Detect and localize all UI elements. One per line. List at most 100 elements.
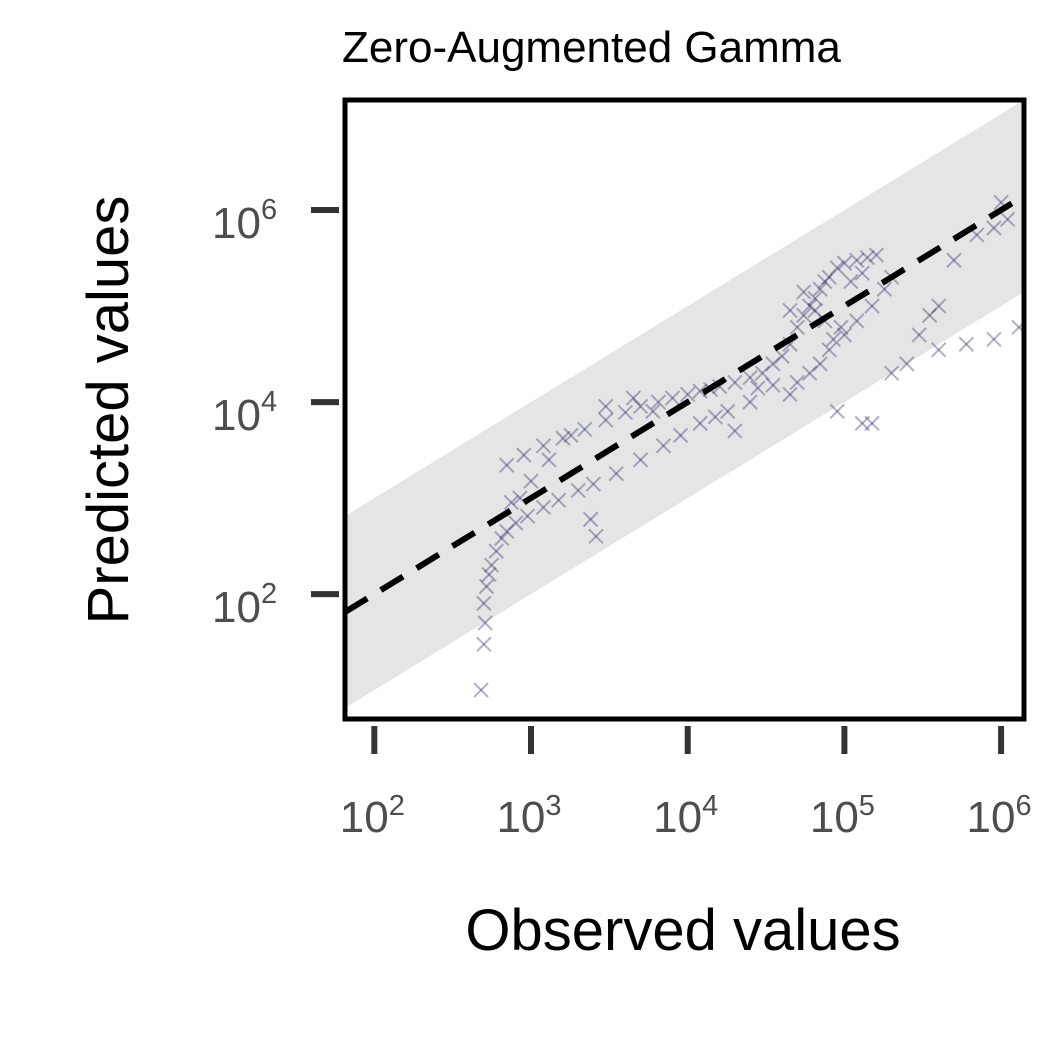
data-point bbox=[680, 386, 696, 403]
data-point bbox=[868, 247, 885, 263]
data-point bbox=[829, 403, 845, 420]
data-point bbox=[582, 511, 599, 528]
data-point bbox=[608, 465, 624, 482]
data-point bbox=[650, 394, 667, 410]
data-point bbox=[821, 269, 837, 285]
data-point bbox=[789, 319, 805, 336]
data-point bbox=[488, 543, 504, 559]
data-point bbox=[843, 273, 859, 290]
data-point bbox=[481, 566, 497, 583]
data-point bbox=[473, 682, 489, 698]
data-point bbox=[516, 447, 532, 463]
data-point bbox=[750, 380, 766, 396]
data-point bbox=[692, 383, 708, 399]
data-point bbox=[849, 313, 865, 329]
chart-title: Zero-Augmented Gamma bbox=[342, 23, 841, 72]
data-point bbox=[585, 476, 602, 492]
x-tick-label: 102 bbox=[340, 790, 405, 842]
data-point bbox=[829, 260, 845, 276]
x-axis-ticks: 102 103 104 105 106 bbox=[340, 726, 1032, 842]
data-point bbox=[931, 342, 947, 358]
data-point bbox=[535, 438, 552, 454]
data-point bbox=[742, 369, 758, 386]
data-point bbox=[550, 492, 567, 508]
y-tick-label: 106 bbox=[212, 194, 277, 248]
data-point bbox=[598, 412, 614, 428]
data-point bbox=[727, 374, 743, 391]
x-tick-label: 106 bbox=[967, 790, 1032, 842]
data-point bbox=[821, 342, 837, 358]
data-point bbox=[864, 298, 880, 314]
x-tick-label: 104 bbox=[653, 790, 718, 842]
data-point bbox=[883, 365, 900, 381]
y-tick-label: 104 bbox=[212, 386, 277, 440]
data-point bbox=[499, 523, 515, 540]
data-point bbox=[707, 409, 724, 425]
data-point bbox=[801, 298, 818, 314]
data-point bbox=[986, 220, 1002, 236]
data-point bbox=[535, 499, 552, 516]
data-point bbox=[836, 327, 853, 343]
data-point bbox=[931, 298, 947, 314]
data-point bbox=[519, 508, 536, 524]
data-point bbox=[796, 307, 812, 324]
data-point bbox=[765, 356, 781, 372]
data-point bbox=[849, 252, 865, 268]
data-point bbox=[499, 457, 515, 473]
data-point bbox=[789, 374, 805, 391]
data-point bbox=[754, 365, 771, 381]
data-point bbox=[812, 281, 828, 297]
data-point bbox=[999, 211, 1016, 228]
data-point bbox=[859, 249, 876, 266]
data-point bbox=[672, 427, 689, 444]
data-point bbox=[555, 430, 571, 446]
data-point bbox=[493, 530, 510, 547]
data-point bbox=[854, 265, 870, 281]
data-point bbox=[825, 331, 842, 348]
y-axis-label: Predicted values bbox=[76, 196, 141, 625]
reference-line-layer bbox=[345, 193, 1024, 615]
data-point bbox=[958, 336, 975, 352]
x-tick-label: 103 bbox=[496, 790, 561, 842]
data-point bbox=[986, 331, 1002, 348]
data-point bbox=[476, 636, 492, 652]
data-point bbox=[876, 281, 893, 297]
data-point bbox=[632, 398, 649, 415]
x-axis-label: Observed values bbox=[465, 898, 900, 963]
data-point bbox=[899, 356, 915, 372]
data-point bbox=[720, 403, 736, 420]
data-point bbox=[782, 386, 798, 403]
x-tick-label: 105 bbox=[810, 790, 875, 842]
data-point bbox=[727, 423, 743, 439]
data-point bbox=[645, 403, 661, 420]
data-point bbox=[477, 615, 493, 631]
data-point bbox=[742, 394, 758, 410]
data-point bbox=[921, 307, 938, 324]
data-point bbox=[541, 452, 557, 468]
data-point bbox=[817, 273, 833, 290]
data-point bbox=[664, 390, 681, 406]
data-point bbox=[812, 356, 828, 372]
data-point bbox=[576, 421, 593, 438]
data-point bbox=[796, 284, 812, 300]
data-point bbox=[523, 473, 539, 489]
data-point bbox=[655, 438, 672, 454]
data-point bbox=[503, 494, 520, 511]
data-point bbox=[833, 319, 849, 336]
data-point bbox=[946, 252, 962, 268]
data-point bbox=[836, 255, 853, 271]
data-point bbox=[774, 348, 790, 364]
data-points-layer bbox=[473, 194, 1024, 698]
data-point bbox=[563, 427, 579, 444]
data-point bbox=[483, 557, 500, 573]
data-point bbox=[692, 415, 708, 432]
data-point bbox=[911, 327, 927, 343]
data-point bbox=[854, 415, 870, 432]
data-point bbox=[508, 515, 524, 531]
plot-frame bbox=[342, 97, 1027, 722]
reference-line bbox=[345, 193, 1024, 615]
y-axis-ticks: 102 104 106 bbox=[212, 194, 339, 632]
y-tick-label: 102 bbox=[212, 578, 277, 632]
data-point bbox=[807, 290, 823, 307]
data-point bbox=[588, 528, 604, 544]
